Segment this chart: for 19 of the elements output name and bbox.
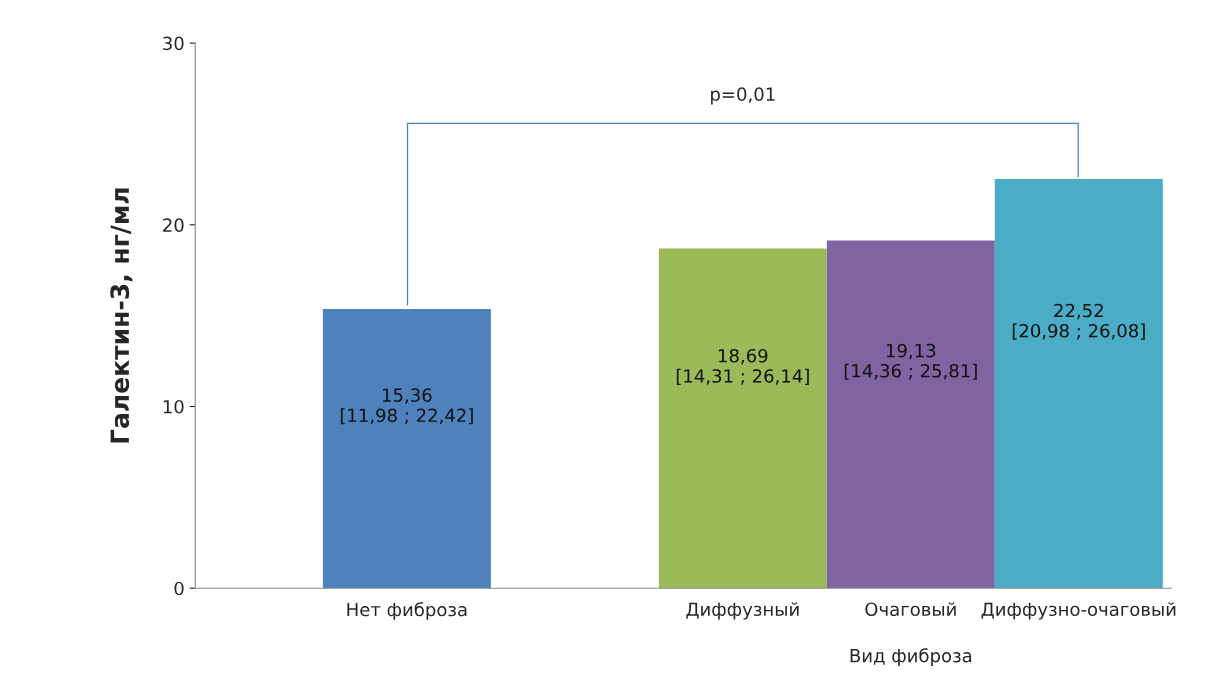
bar xyxy=(826,240,995,589)
x-tick-label: Диффузный xyxy=(686,602,799,620)
y-tick-label: 10 xyxy=(163,399,184,414)
x-tick-label: Диффузно-очаговый xyxy=(981,602,1176,620)
annotation: p=0,01 xyxy=(711,87,775,105)
y-tick-label: 0 xyxy=(174,581,184,596)
data-label: 19,13 [14,36 ; 25,81] xyxy=(844,343,977,380)
y-axis-title: Галектин-3, нг/мл xyxy=(110,188,133,443)
x-tick-label: Нет фиброза xyxy=(347,602,467,620)
x-axis-title: Вид фиброза xyxy=(850,648,972,666)
x-tick-label: Очаговый xyxy=(865,602,956,617)
data-label: 18,69 [14,31 ; 26,14] xyxy=(676,348,809,385)
y-tick-label: 20 xyxy=(163,218,184,232)
data-label: 15,36 [11,98 ; 22,42] xyxy=(340,388,473,425)
y-tick-label: 30 xyxy=(163,36,184,51)
bar xyxy=(322,309,491,589)
bar xyxy=(658,248,827,589)
data-label: 22,52 [20,98 ; 26,08] xyxy=(1012,303,1145,340)
bar xyxy=(994,178,1163,589)
